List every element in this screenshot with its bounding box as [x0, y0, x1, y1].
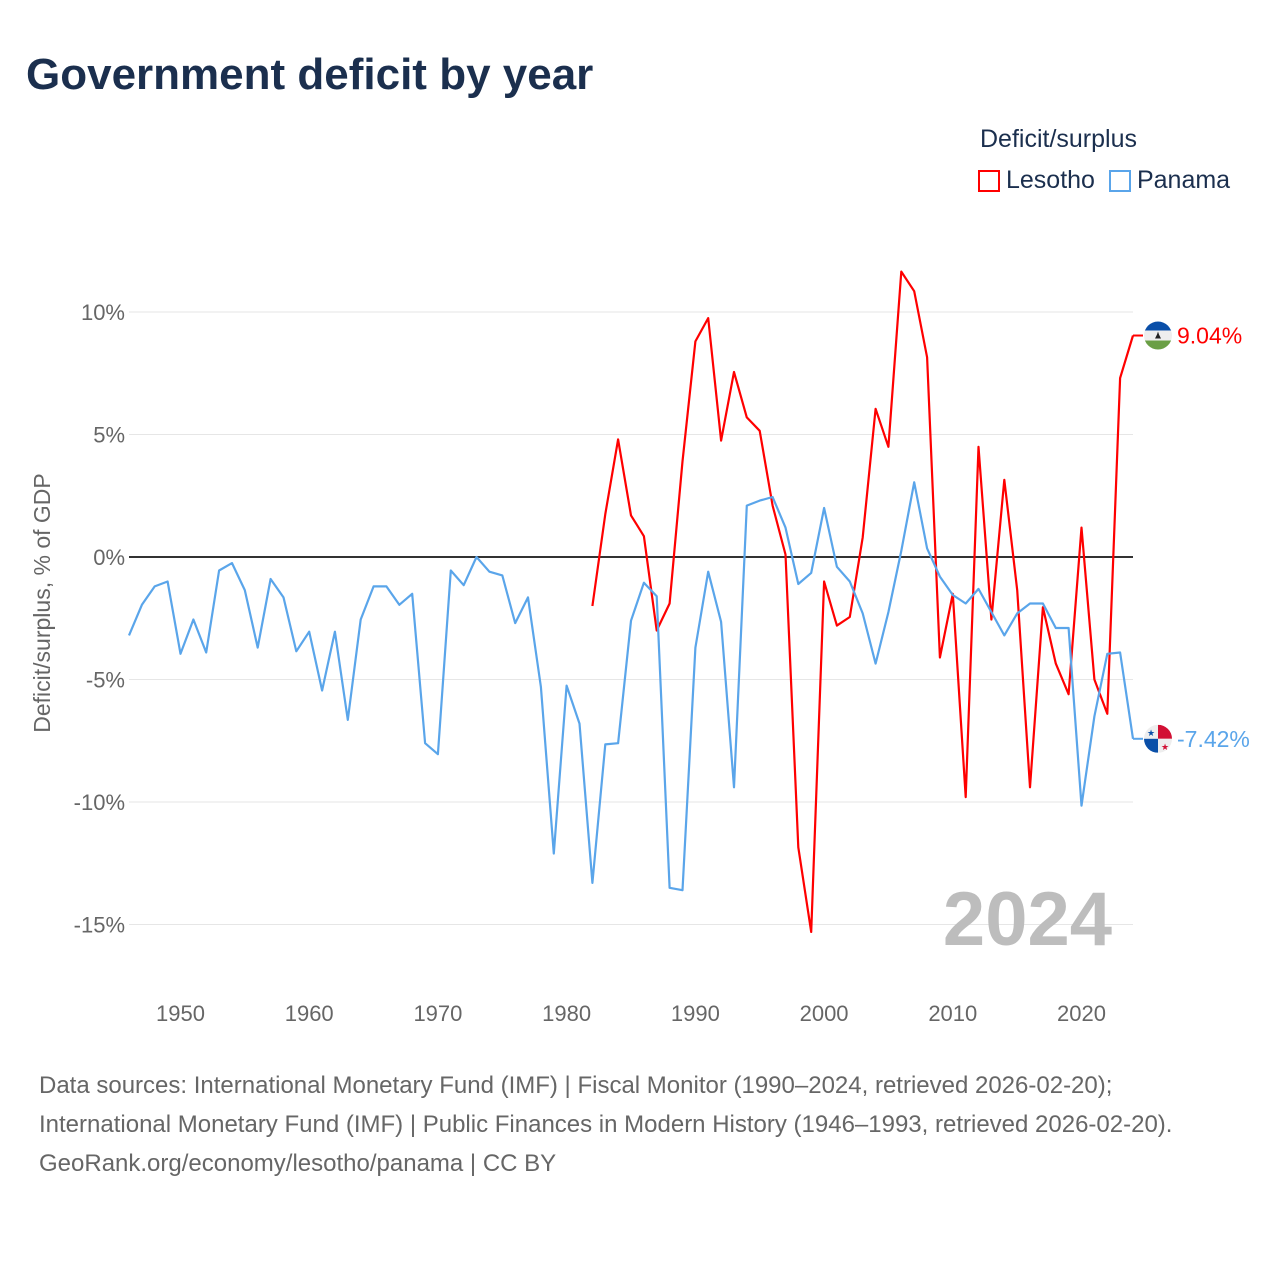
x-tick-label: 1970: [413, 1001, 462, 1026]
x-tick-label: 2020: [1057, 1001, 1106, 1026]
sources: Data sources: International Monetary Fun…: [39, 1066, 1239, 1183]
panama-flag-icon: ★★: [1133, 724, 1172, 753]
chart-plot: 10% 5% 0% -5% -10% -15% 1950 1960 1970 1980 1990 20…: [29, 270, 1250, 1026]
legend-label-panama: Panama: [1136, 166, 1231, 194]
data-sources-text: Data sources: International Monetary Fun…: [39, 1072, 1173, 1138]
y-axis-label: Deficit/surplus, % of GDP: [29, 473, 55, 732]
x-tick-label: 1950: [156, 1001, 205, 1026]
legend-swatch-panama: [1108, 169, 1131, 192]
x-tick-label: 1980: [542, 1001, 591, 1026]
legend: Lesotho Panama: [978, 166, 1230, 195]
legend-label-lesotho: Lesotho: [1006, 166, 1095, 194]
y-tick-label: 5%: [93, 423, 125, 448]
lesotho-flag-icon: [1133, 321, 1172, 350]
y-tick-label: -5%: [86, 668, 125, 693]
svg-text:★: ★: [1147, 728, 1155, 738]
attribution-link[interactable]: GeoRank.org/economy/lesotho/panama | CC …: [39, 1150, 557, 1177]
y-tick-label: 0%: [93, 545, 125, 570]
legend-item-panama[interactable]: Panama: [1108, 166, 1231, 195]
y-tick-label: -15%: [74, 913, 125, 938]
legend-title: Deficit/surplus: [980, 125, 1137, 153]
legend-swatch-lesotho: [978, 169, 1000, 192]
legend-item-lesotho[interactable]: Lesotho: [978, 166, 1095, 195]
x-tick-label: 1960: [285, 1001, 334, 1026]
y-tick-label: -10%: [74, 790, 125, 815]
x-tick-label: 2000: [800, 1001, 849, 1026]
series-line-panama[interactable]: [127, 481, 1135, 892]
x-tick-label: 2010: [928, 1001, 977, 1026]
series-line-lesotho[interactable]: [591, 270, 1135, 934]
x-tick-label: 1990: [671, 1001, 720, 1026]
y-tick-label: 10%: [81, 300, 125, 325]
end-label-panama: -7.42%: [1177, 726, 1250, 752]
year-watermark: 2024: [943, 877, 1112, 962]
svg-text:★: ★: [1161, 742, 1169, 752]
end-label-lesotho: 9.04%: [1177, 323, 1242, 349]
chart-title: Government deficit by year: [26, 50, 594, 99]
